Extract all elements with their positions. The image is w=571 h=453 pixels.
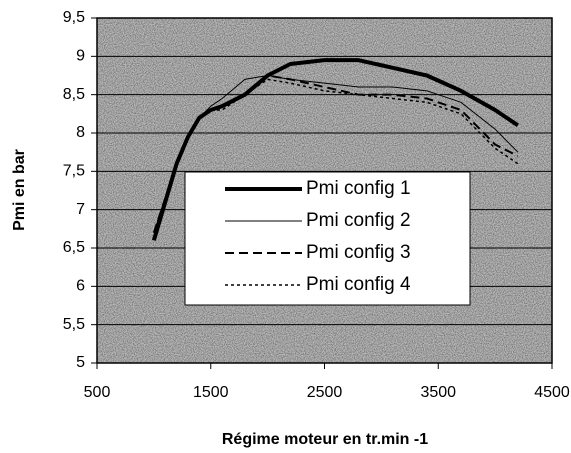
legend-label: Pmi config 2 <box>306 210 411 231</box>
legend-label: Pmi config 4 <box>306 274 411 295</box>
y-tick-label: 6 <box>76 278 85 295</box>
y-tick-label: 9,5 <box>63 9 85 26</box>
series-line <box>153 78 519 233</box>
legend-label: Pmi config 1 <box>306 178 411 199</box>
x-tick-label: 4500 <box>534 384 570 401</box>
x-tick-label: 1500 <box>193 384 229 401</box>
y-tick-label: 5 <box>76 354 85 371</box>
x-tick-label: 2500 <box>307 384 343 401</box>
y-tick-label: 9 <box>76 48 85 65</box>
x-tick-label: 500 <box>84 384 111 401</box>
x-tick-label: 3500 <box>420 384 456 401</box>
legend-box <box>184 171 471 306</box>
y-tick-label: 5,5 <box>63 316 85 333</box>
y-tick-label: 7 <box>76 201 85 218</box>
y-axis-label: Pmi en bar <box>11 149 28 231</box>
y-tick-label: 8 <box>76 124 85 141</box>
plot-border <box>96 17 553 364</box>
y-tick-label: 6,5 <box>63 239 85 256</box>
legend-label: Pmi config 3 <box>306 242 411 263</box>
y-tick-label: 8,5 <box>63 86 85 103</box>
x-axis-label: Régime moteur en tr.min -1 <box>222 431 428 448</box>
y-tick-label: 7,5 <box>63 163 85 180</box>
